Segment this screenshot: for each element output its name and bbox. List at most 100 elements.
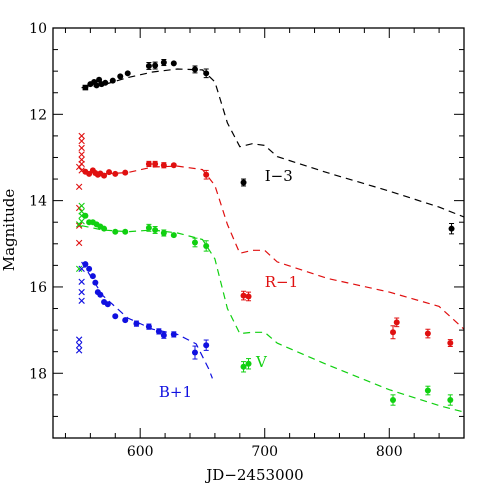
cross-stroke: [75, 336, 83, 343]
data-point-r1: [112, 170, 119, 177]
data-point-i3: [152, 62, 159, 69]
plot-area: I−3 R−1 V B+1: [75, 59, 464, 413]
data-point-r1: [245, 293, 252, 300]
cross-stroke: [75, 239, 83, 247]
series-label-b1: B+1: [159, 383, 192, 401]
upper-limit-cross-r1: [78, 137, 85, 145]
plot-frame: [52, 27, 465, 439]
upper-limit-cross-v: [75, 265, 83, 273]
y-tick-label: 16: [29, 280, 47, 296]
upper-limit-cross-r1: [75, 183, 83, 191]
cross-stroke: [78, 202, 85, 209]
upper-limit-cross-b1: [78, 278, 85, 285]
data-point-r1: [152, 160, 159, 167]
data-point-b1: [86, 265, 93, 272]
upper-limit-cross-b1: [78, 265, 85, 273]
data-point-i3: [124, 70, 131, 77]
cross-stroke: [78, 167, 85, 174]
data-point-v: [240, 363, 247, 370]
cross-stroke: [78, 278, 85, 285]
data-point-v: [191, 239, 198, 246]
data-point-b1: [203, 342, 210, 349]
data-point-i3: [203, 70, 210, 77]
cross-stroke: [75, 342, 83, 349]
x-axis-label: JD−2453000: [204, 466, 303, 484]
upper-limit-cross-r1: [78, 151, 85, 158]
y-axis-label: Magnitude: [0, 189, 18, 272]
x-tick-label: 700: [251, 444, 278, 460]
data-point-v: [170, 232, 177, 239]
data-point-v: [152, 226, 159, 233]
data-point-r1: [390, 329, 397, 336]
upper-limit-cross-b1: [75, 336, 83, 343]
upper-limit-cross-r1: [78, 144, 85, 152]
cross-stroke: [75, 222, 83, 229]
data-point-r1: [101, 172, 108, 179]
data-point-i3: [109, 77, 116, 84]
cross-stroke: [78, 297, 85, 304]
upper-limit-cross-r1: [75, 222, 83, 229]
data-point-i3: [170, 60, 177, 67]
upper-limit-cross-b1: [78, 297, 85, 304]
upper-limit-cross-r1: [78, 132, 85, 140]
data-point-r1: [203, 171, 210, 178]
series-label-r1: R−1: [265, 273, 298, 291]
cross-stroke: [78, 132, 85, 140]
model-curve-r1: [81, 165, 464, 330]
data-point-b1: [191, 349, 198, 356]
cross-stroke: [78, 288, 85, 296]
data-point-r1: [393, 319, 400, 326]
data-point-v: [145, 224, 152, 231]
cross-stroke: [75, 183, 83, 191]
data-point-b1: [145, 323, 152, 330]
data-point-i3: [448, 225, 455, 232]
data-point-b1: [104, 301, 111, 308]
data-point-v: [245, 360, 252, 367]
data-point-r1: [240, 292, 247, 299]
data-point-b1: [170, 331, 177, 338]
data-point-b1: [160, 332, 167, 339]
series-label-i3: I−3: [265, 167, 293, 185]
upper-limit-cross-v: [78, 202, 85, 209]
data-point-v: [82, 212, 89, 219]
data-point-v: [390, 397, 397, 404]
upper-limit-cross-b1: [78, 288, 85, 296]
data-point-i3: [117, 73, 124, 80]
upper-limit-cross-v: [75, 221, 83, 228]
series-group: [75, 59, 464, 413]
x-tick-label: 800: [376, 444, 403, 460]
cross-stroke: [78, 265, 85, 273]
upper-limit-cross-r1: [75, 239, 83, 247]
data-point-r1: [106, 169, 113, 176]
y-tick-label: 14: [29, 194, 47, 210]
data-point-v: [160, 230, 167, 236]
data-point-b1: [82, 261, 89, 268]
upper-limit-cross-b1: [75, 347, 83, 354]
data-point-i3: [145, 62, 152, 69]
data-point-b1: [112, 313, 119, 320]
data-point-b1: [89, 273, 96, 280]
data-point-i3: [240, 179, 247, 186]
data-point-v: [203, 242, 210, 249]
data-point-r1: [447, 340, 454, 347]
data-point-r1: [160, 162, 167, 169]
data-point-v: [424, 387, 431, 394]
y-tick-label: 12: [29, 107, 47, 123]
data-point-b1: [97, 291, 104, 298]
data-point-r1: [145, 160, 152, 167]
upper-limit-cross-r1: [75, 163, 83, 171]
data-point-r1: [170, 162, 177, 169]
upper-limit-cross-b1: [75, 342, 83, 349]
cross-stroke: [75, 347, 83, 354]
data-point-b1: [122, 317, 129, 324]
data-point-v: [101, 225, 108, 232]
data-point-i3: [160, 59, 167, 66]
data-point-v: [112, 228, 119, 235]
data-point-b1: [92, 279, 99, 286]
y-tick-label: 10: [29, 21, 47, 37]
cross-stroke: [75, 221, 83, 228]
data-point-b1: [155, 328, 162, 335]
model-curve-v: [81, 225, 464, 413]
data-point-v: [447, 397, 454, 404]
data-point-r1: [122, 169, 129, 176]
